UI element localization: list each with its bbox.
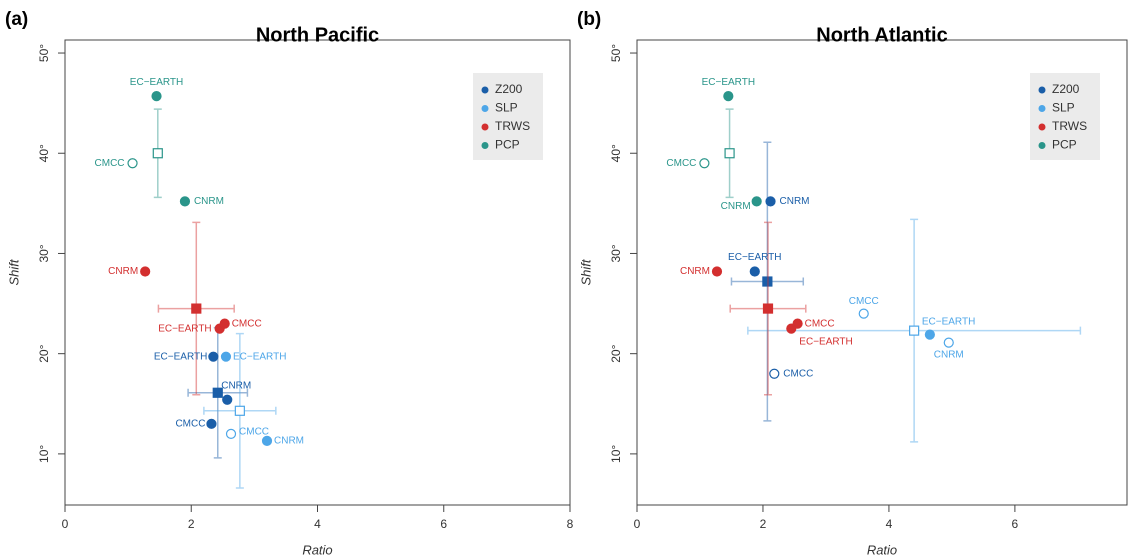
point-label: CNRM [108,266,138,277]
mean-marker [724,148,735,159]
point-label: CMCC [805,318,835,329]
y-tick-label: 40° [37,144,51,162]
model-point [140,266,151,277]
model-point [179,196,191,207]
x-tick-label: 8 [567,517,574,531]
model-point [751,196,762,207]
legend-label: TRWS [495,119,530,133]
x-axis-label: Ratio [302,542,332,557]
model-point [765,196,776,207]
legend-marker [481,86,489,94]
mean-marker [191,303,202,314]
point-label: CNRM [934,349,964,360]
point-label: CMCC [666,158,696,169]
model-point [208,351,219,362]
point-label: EC−EARTH [154,351,207,362]
y-tick-label: 50° [37,44,51,62]
model-point [225,428,237,439]
legend-label: SLP [1052,101,1075,115]
y-axis-label: Shift [578,258,593,285]
legend-label: TRWS [1052,119,1087,133]
model-point [723,91,734,102]
plot-frame [636,39,1128,506]
point-label: CNRM [274,436,304,447]
panel-label: (b) [577,9,601,30]
legend-marker [1038,86,1046,94]
model-point [261,435,273,446]
x-tick-label: 4 [314,517,321,531]
point-label: CNRM [194,196,224,207]
y-tick-label: 20° [609,344,623,362]
x-tick-label: 6 [1012,517,1019,531]
point-label: EC−EARTH [728,252,781,263]
model-point [222,394,233,405]
point-label: EC−EARTH [922,316,975,327]
model-point [219,318,230,329]
point-label: EC−EARTH [158,323,211,334]
y-tick-label: 30° [609,244,623,262]
x-tick-label: 6 [440,517,447,531]
mean-marker [212,387,223,398]
y-tick-label: 30° [37,244,51,262]
legend-marker [1038,142,1046,149]
legend-label: PCP [495,138,520,152]
legend-marker [481,105,489,112]
point-label: EC−EARTH [130,77,183,88]
y-tick-label: 50° [609,44,623,62]
point-label: EC−EARTH [702,77,755,88]
x-tick-label: 2 [188,517,195,531]
mean-marker [909,325,920,336]
point-label: CNRM [721,201,751,212]
point-label: CNRM [680,266,710,277]
chart-title: North Atlantic [816,24,947,46]
x-tick-label: 0 [62,517,69,531]
legend-label: Z200 [1052,82,1080,96]
model-point [792,318,803,329]
point-label: CNRM [221,380,251,391]
model-point [127,158,138,169]
point-label: EC−EARTH [233,351,286,362]
point-label: CMCC [239,426,269,437]
legend-label: Z200 [495,82,523,96]
legend-marker [1038,105,1046,112]
y-tick-label: 10° [37,445,51,463]
model-point [206,418,217,429]
x-axis-label: Ratio [867,542,897,557]
y-tick-label: 10° [609,445,623,463]
legend-marker [481,123,489,131]
mean-marker [152,148,163,159]
y-axis-label: Shift [6,258,21,285]
model-point [151,91,162,102]
model-point [924,329,935,340]
point-label: CMCC [95,158,125,169]
x-tick-label: 0 [634,517,641,531]
chart-title: North Pacific [256,24,379,46]
y-tick-label: 20° [37,344,51,362]
mean-marker [762,303,774,314]
model-point [749,266,760,277]
point-label: CMCC [849,296,879,307]
legend-label: PCP [1052,138,1077,152]
legend-marker [1038,123,1046,131]
point-label: CMCC [232,318,262,329]
x-tick-label: 2 [760,517,767,531]
model-point [943,337,954,348]
mean-marker [762,276,773,287]
point-label: EC−EARTH [799,336,852,347]
point-label: CMCC [175,418,205,429]
mean-marker [234,405,245,416]
panel-label: (a) [5,9,28,30]
model-point [711,266,723,277]
model-point [858,308,869,319]
point-label: CNRM [780,196,810,207]
model-point [699,158,710,169]
model-point [769,368,780,379]
y-tick-label: 40° [609,144,623,162]
x-tick-label: 4 [886,517,893,531]
legend-label: SLP [495,101,518,115]
legend-marker [481,142,489,149]
model-point [220,351,232,362]
point-label: CMCC [783,368,813,379]
